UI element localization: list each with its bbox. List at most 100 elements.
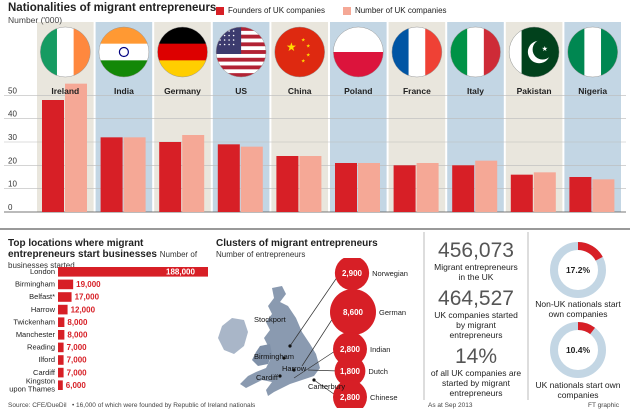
cluster-nationality-label: Chinese <box>370 393 398 402</box>
place-label: Stockport <box>254 315 287 324</box>
cluster-bubble <box>334 355 366 387</box>
bar-companies-us <box>240 146 263 212</box>
stat-block-1: 456,073 Migrant entrepreneurs in the UK <box>430 239 522 283</box>
place-dot <box>282 356 286 360</box>
bar-companies-italy <box>475 160 498 212</box>
svg-text:★: ★ <box>301 59 306 65</box>
category-label: Poland <box>344 86 372 96</box>
legend-swatch-companies <box>342 6 351 15</box>
location-label: London <box>30 267 55 276</box>
location-label: Belfast* <box>29 292 55 301</box>
cluster-nationality-label: Indian <box>370 345 390 354</box>
stat-block-2: 464,527 UK companies started by migrant … <box>430 288 522 341</box>
clusters-subtitle: Number of entrepreneurs <box>216 250 306 259</box>
category-label: China <box>288 86 312 96</box>
location-value-label: 188,000 <box>166 268 195 277</box>
bar-founders-france <box>393 165 416 212</box>
cluster-nationality-label: Norwegian <box>372 269 408 278</box>
ytick-label: 0 <box>8 203 13 212</box>
category-label: Italy <box>467 86 484 96</box>
location-bar <box>58 279 74 290</box>
location-bar <box>58 317 65 327</box>
legend-swatch-founders <box>216 6 224 15</box>
bar-founders-germany <box>159 142 182 212</box>
cluster-bubble <box>333 380 367 408</box>
as-at-note: As at Sep 2013 <box>428 402 473 409</box>
bar-companies-nigeria <box>592 179 615 212</box>
poland-flag-icon <box>333 27 384 77</box>
location-label: Manchester <box>16 330 56 339</box>
donut-slice <box>577 322 596 335</box>
category-label: Nigeria <box>578 86 607 96</box>
cluster-leader-line <box>301 311 338 367</box>
place-dot <box>278 374 282 378</box>
svg-text:★: ★ <box>306 44 311 50</box>
bar-founders-poland <box>335 163 357 212</box>
location-bar <box>58 367 64 378</box>
location-value-label: 6,000 <box>66 381 87 390</box>
nationalities-bar-chart: ★ ★★★★★ Ireland India Germany US China Poland F… <box>4 22 626 213</box>
place-label: Cardiff <box>256 373 279 382</box>
location-value-label: 19,000 <box>76 280 101 289</box>
stat-text-2: UK companies started by migrant entrepre… <box>434 310 518 340</box>
location-label: Twickenham <box>13 317 55 326</box>
locations-title-text: Top locations where migrant entrepreneur… <box>8 238 157 260</box>
bar-founders-india <box>100 137 123 212</box>
us-flag-icon <box>216 27 267 77</box>
bar-founders-ireland <box>42 100 64 212</box>
footnote-text: • 16,000 of which were founded by Republ… <box>71 402 256 409</box>
bar-companies-poland <box>358 163 380 212</box>
place-label: Harrow <box>282 364 307 373</box>
svg-text:★: ★ <box>301 37 306 43</box>
france-flag-icon <box>391 27 442 77</box>
stat-number-1: 456,073 <box>438 239 514 262</box>
cluster-bubble <box>334 258 370 291</box>
location-value-label: 7,000 <box>67 368 88 377</box>
location-value-label: 8,000 <box>67 331 88 340</box>
place-dot <box>292 368 296 372</box>
stats-divider-right <box>527 232 529 400</box>
location-label: Ilford <box>38 355 55 364</box>
bar-companies-france <box>416 163 439 212</box>
place-dot <box>312 378 316 382</box>
bar-companies-ireland <box>65 83 87 213</box>
category-label: Germany <box>164 86 201 96</box>
cluster-value-label: 2,900 <box>342 269 363 278</box>
ytick-label: 30 <box>8 133 17 142</box>
location-bar <box>58 355 64 365</box>
location-bar <box>58 342 64 353</box>
location-label: Kingston <box>26 376 55 385</box>
location-bar <box>58 380 63 390</box>
bar-founders-pakistan <box>510 174 533 212</box>
location-value-label: 17,000 <box>75 293 100 302</box>
location-bar <box>58 330 65 340</box>
ytick-label: 50 <box>8 86 17 95</box>
legend-label-companies: Number of UK companies <box>354 6 447 15</box>
location-bar <box>58 304 68 315</box>
uk-map-shape <box>240 286 320 396</box>
donut-slice <box>577 242 603 261</box>
locations-title: Top locations where migrant entrepreneur… <box>8 238 208 271</box>
legend: Founders of UK companies Number of UK co… <box>216 6 447 15</box>
donut-uk-label: UK nationals start own companies <box>535 380 621 400</box>
stat-text-1: Migrant entrepreneurs in the UK <box>434 262 518 282</box>
location-bar <box>58 267 208 277</box>
donut-value-label: 10.4% <box>566 345 591 355</box>
stats-divider-left <box>423 232 425 400</box>
location-value-label: 12,000 <box>71 305 96 314</box>
location-label: upon Thames <box>9 384 55 393</box>
cluster-bubble <box>333 332 367 366</box>
location-value-label: 7,000 <box>67 356 88 365</box>
bar-founders-nigeria <box>569 177 592 212</box>
clusters-title: Clusters of migrant entrepreneurs <box>216 238 378 249</box>
india-flag-icon <box>98 27 149 77</box>
bar-founders-italy <box>452 165 475 212</box>
locations-bar-chart: London 188,000 Birmingham 19,000 Belfast* 17,… <box>9 267 208 393</box>
donut-uk: 10.4% <box>550 322 606 378</box>
svg-text:★: ★ <box>542 45 548 53</box>
bar-companies-china <box>299 156 322 212</box>
credit-note: FT graphic <box>588 402 619 409</box>
category-label: India <box>114 86 134 96</box>
svg-text:★: ★ <box>286 40 297 54</box>
cluster-leader-line <box>293 348 339 379</box>
